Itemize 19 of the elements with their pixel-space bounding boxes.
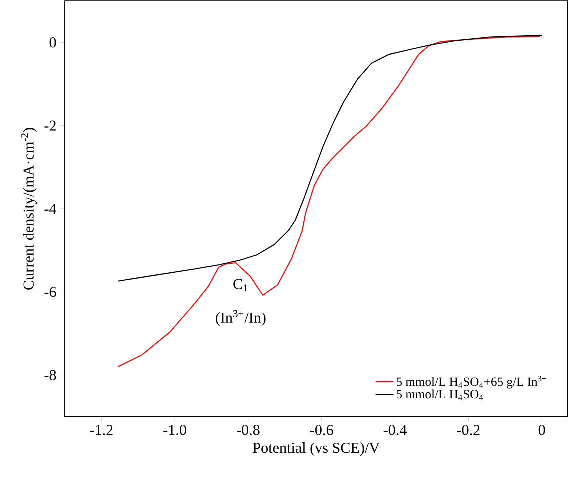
x-tick-label: 0 [538,425,546,436]
annotation: C$_{1}$ [234,279,248,292]
x-tick-label: -1.2 [90,425,113,436]
x-tick-label: -0.4 [384,425,407,436]
x-tick-label: -0.8 [237,425,260,436]
y-tick-label: -8 [44,370,56,381]
y-tick-label: -2 [44,120,56,131]
y-tick-label: -6 [44,287,56,298]
x-axis-title: Potential (vs SCE)/V [253,442,380,456]
y-tick-label: -4 [44,204,57,214]
x-tick-label: -0.6 [310,425,334,436]
line-series [118,36,541,368]
legend-label: 5 mmol/L H$_{4}$SO$_{4}$+65 g/L In$^{3+}$ [396,376,546,389]
annotation: (In$^{3+}$/In) [216,310,266,326]
x-tick-label: -0.2 [457,425,480,436]
y-tick-label: 0 [50,38,56,48]
y-axis-title: Current density/(mA·cm$^{-2}$) [21,128,38,290]
x-tick-label: -1.0 [164,425,186,436]
legend-label: 5 mmol/L H$_{4}$SO$_{4}$ [396,390,484,401]
